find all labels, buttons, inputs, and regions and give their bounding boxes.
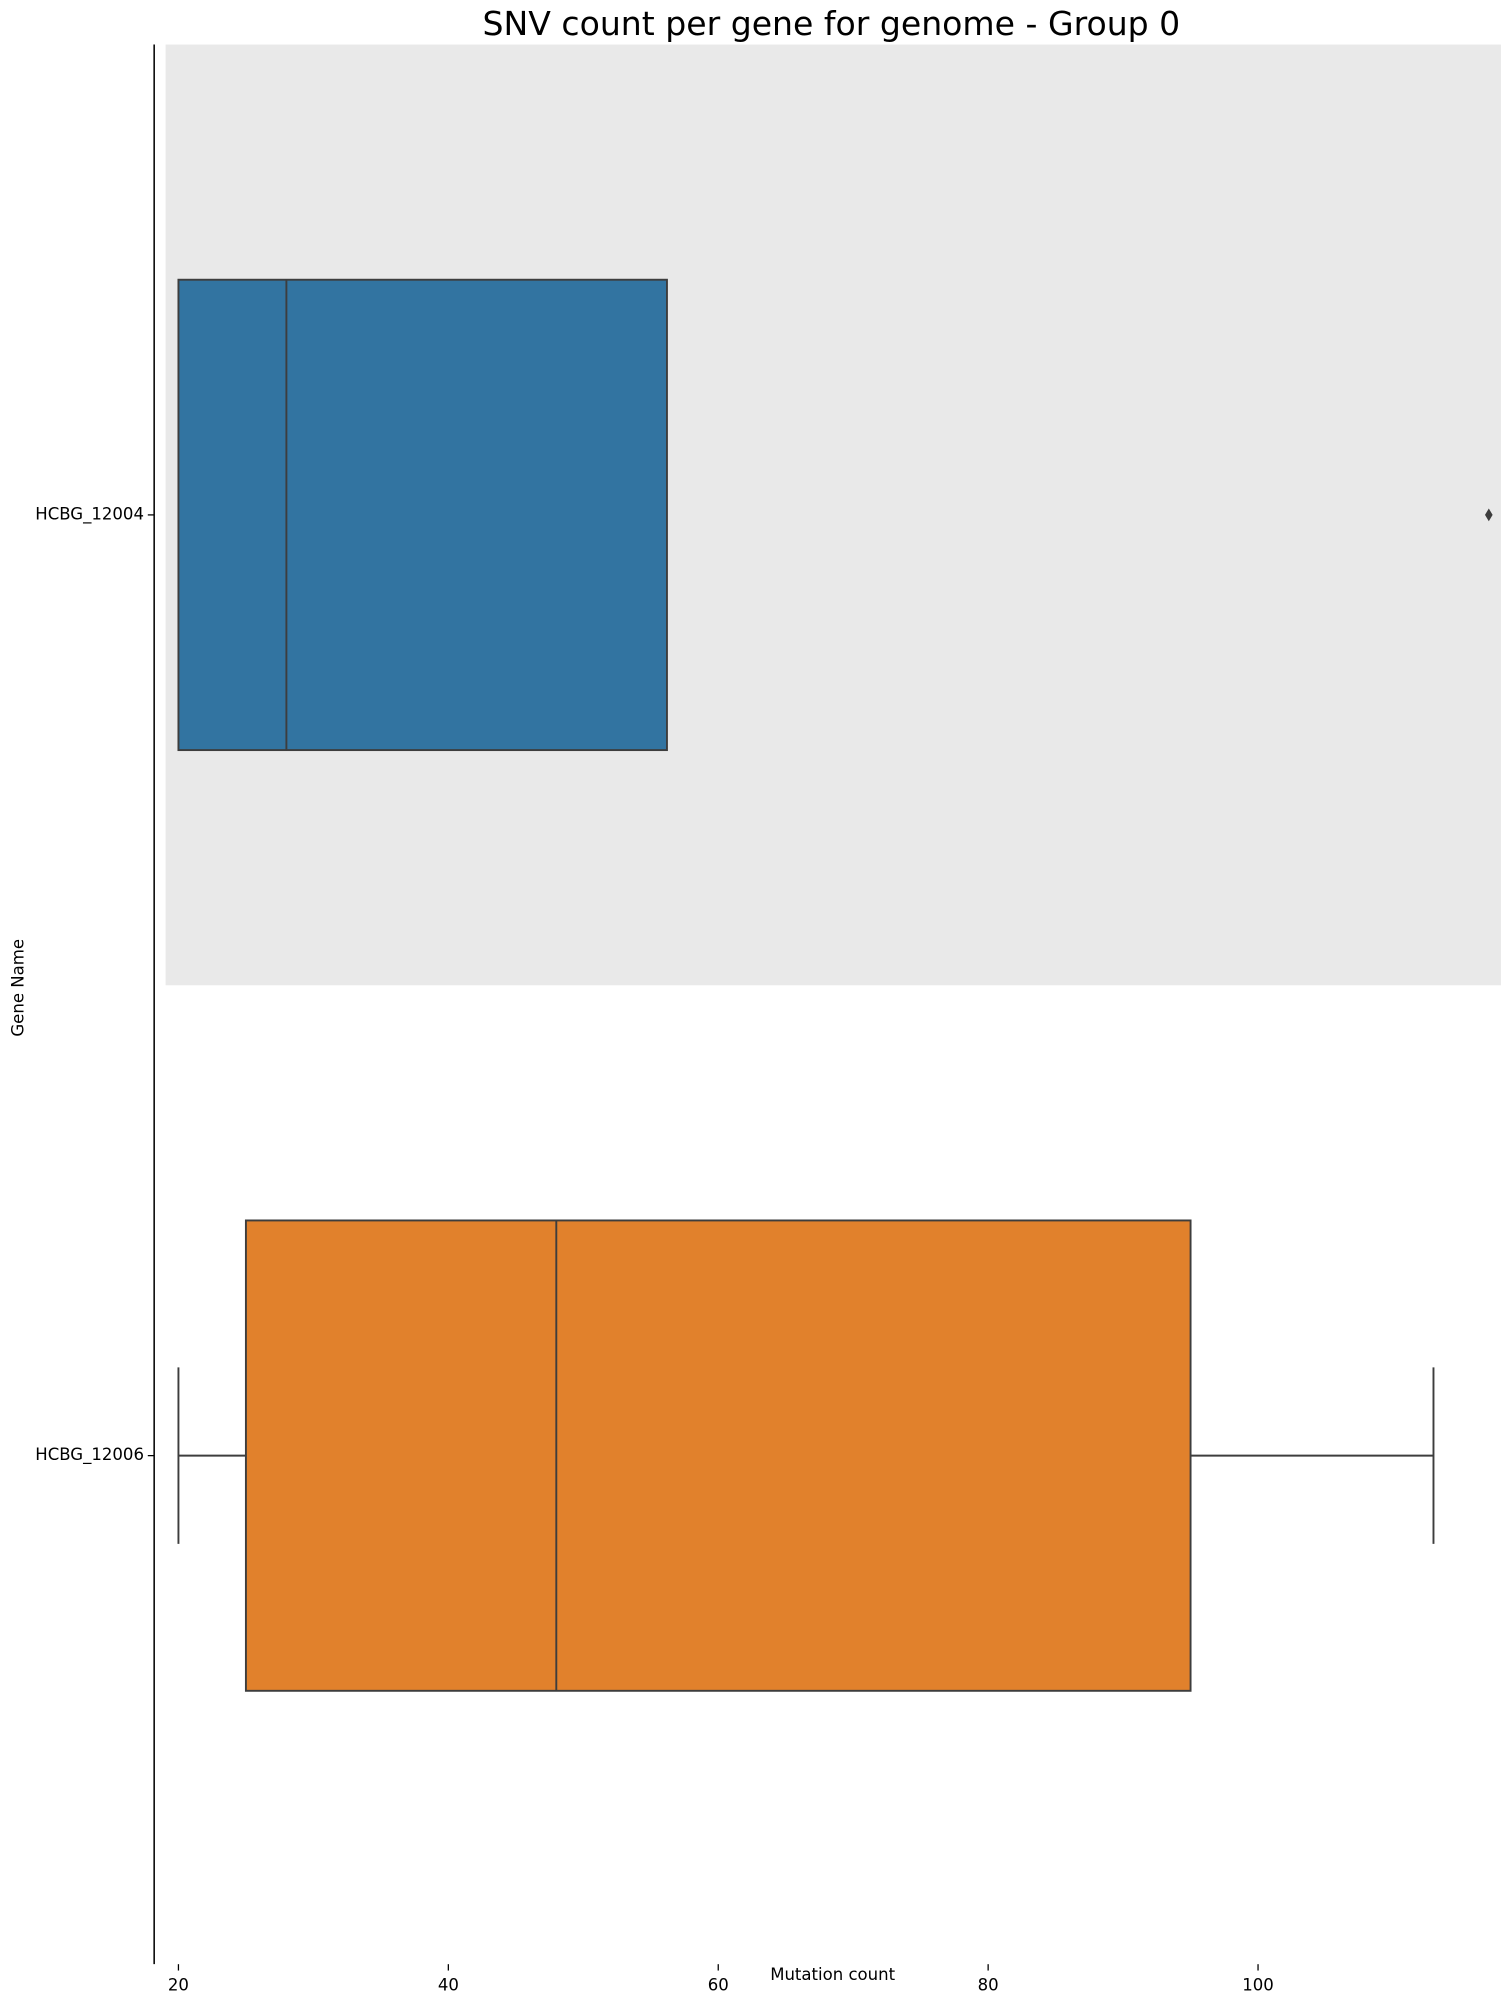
box	[244, 1219, 1192, 1692]
x-tick-label: 20	[168, 1975, 189, 1994]
x-tick-label: 60	[708, 1975, 729, 1994]
y-tick-label: HCBG_12004	[35, 504, 144, 524]
box	[177, 278, 668, 752]
x-tick-label: 40	[438, 1975, 459, 1994]
chart-title: SNV count per gene for genome - Group 0	[483, 4, 1181, 43]
x-axis-label: Mutation count	[770, 1965, 895, 1984]
x-tick-label: 80	[978, 1975, 999, 1994]
x-tick-label: 100	[1242, 1975, 1274, 1994]
y-axis-label: Gene Name	[9, 939, 28, 1037]
y-tick-label: HCBG_12006	[35, 1445, 144, 1465]
outlier	[1484, 508, 1493, 522]
